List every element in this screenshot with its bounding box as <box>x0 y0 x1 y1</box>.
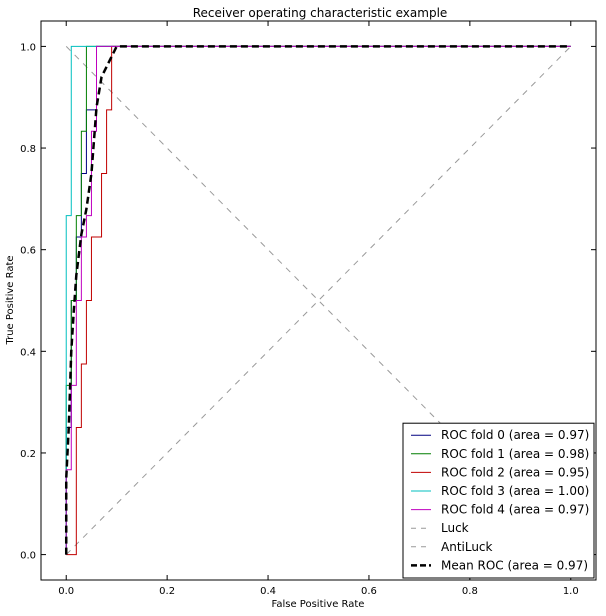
chart-title: Receiver operating characteristic exampl… <box>193 6 448 20</box>
x-tick-label: 1.0 <box>563 586 579 597</box>
legend-box <box>402 422 595 579</box>
legend-label: ROC fold 2 (area = 0.95) <box>441 465 589 479</box>
series-line-2 <box>66 45 571 556</box>
legend-label: ROC fold 3 (area = 1.00) <box>441 484 589 498</box>
plot-frame <box>40 20 597 581</box>
axis-ticks: 0.0 0.2 0.4 0.6 0.8 1.0 0.0 0.2 0.4 0.6 0.8 1.0 <box>20 21 596 597</box>
legend-label: Luck <box>441 521 469 535</box>
legend: ROC fold 0 (area = 0.97) ROC fold 1 (area… <box>402 422 595 579</box>
x-tick-label: 0.8 <box>462 586 478 597</box>
legend-label: ROC fold 4 (area = 0.97) <box>441 503 589 517</box>
x-tick-label: 0.4 <box>260 586 276 597</box>
x-tick-label: 0.6 <box>361 586 377 597</box>
x-tick-label: 0.2 <box>159 586 175 597</box>
series-line-7 <box>64 45 571 555</box>
x-tick-label: 0.0 <box>58 586 74 597</box>
y-axis-label: True Positive Rate <box>5 255 16 345</box>
y-tick-label: 0.2 <box>20 449 36 460</box>
legend-label: ROC fold 0 (area = 0.97) <box>441 428 589 442</box>
x-axis-label: False Positive Rate <box>272 599 365 610</box>
legend-label: ROC fold 1 (area = 0.98) <box>441 447 589 461</box>
legend-label: Mean ROC (area = 0.97) <box>441 558 588 572</box>
legend-label: AntiLuck <box>441 540 493 554</box>
y-tick-label: 0.0 <box>20 551 36 562</box>
y-tick-label: 0.6 <box>20 246 36 257</box>
y-tick-label: 0.8 <box>20 144 36 155</box>
y-tick-label: 1.0 <box>20 42 36 53</box>
y-tick-label: 0.4 <box>20 347 36 358</box>
